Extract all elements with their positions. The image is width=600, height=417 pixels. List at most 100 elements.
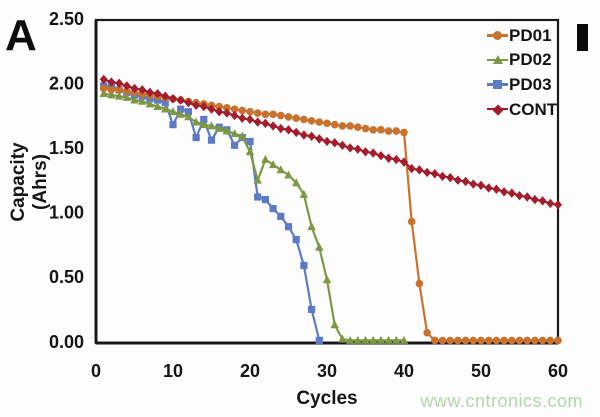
pd01-marker	[330, 120, 339, 129]
x-tick-label: 0	[91, 361, 101, 381]
x-tick-label: 50	[471, 361, 491, 381]
pd01-marker	[323, 119, 331, 128]
cont-marker	[299, 130, 308, 140]
pd02-marker	[392, 335, 401, 344]
pd02-marker	[261, 154, 270, 163]
pd01-marker	[284, 113, 293, 121]
pd01-marker	[461, 336, 470, 345]
pd02-marker	[338, 334, 347, 343]
pd02-marker	[168, 107, 178, 116]
pd02-marker	[384, 335, 393, 344]
pd01-marker	[400, 128, 408, 137]
pd01-marker	[377, 126, 385, 134]
pd02-triangle-marker-icon	[487, 54, 508, 66]
cont-marker	[246, 114, 254, 125]
cont-marker	[507, 188, 516, 198]
pd01-marker	[292, 114, 301, 122]
cont-marker	[153, 88, 162, 99]
pd03-marker	[261, 195, 269, 204]
cont-marker	[215, 107, 224, 117]
pd02-marker	[361, 335, 370, 344]
pd01-marker	[107, 85, 116, 94]
legend-label: PD03	[509, 74, 552, 94]
pd01-marker	[384, 127, 393, 135]
cont-marker	[330, 138, 339, 148]
pd01-marker	[500, 336, 508, 345]
pd03-marker	[177, 105, 185, 113]
pd01-marker	[115, 85, 123, 94]
pd01-marker	[392, 127, 401, 135]
panel-label-a: A	[5, 11, 37, 60]
x-tick-label: 40	[394, 361, 414, 381]
cont-marker	[307, 131, 316, 141]
pd02-marker	[138, 96, 147, 105]
cont-marker	[222, 108, 231, 118]
pd03-marker	[284, 223, 293, 231]
cont-marker	[538, 196, 547, 206]
cont-marker	[492, 184, 501, 194]
cont-marker	[415, 165, 424, 175]
pd01-marker	[277, 111, 285, 120]
x-tick-label: 30	[317, 361, 337, 381]
pd02-marker	[292, 178, 301, 187]
pd02-marker	[238, 131, 247, 140]
y-tick-label: 1.00	[49, 203, 84, 223]
cont-marker	[161, 91, 170, 101]
pd02-marker	[322, 275, 332, 284]
pd01-marker	[315, 118, 324, 126]
cont-marker	[361, 147, 370, 157]
cont-marker	[122, 81, 131, 91]
pd03-marker	[169, 121, 177, 129]
cont-marker	[500, 187, 509, 197]
x-axis-title: Cycles	[296, 388, 358, 409]
pd01-marker	[215, 102, 223, 111]
cont-marker	[407, 163, 416, 174]
pd03-marker	[269, 205, 277, 213]
cont-marker	[338, 140, 347, 151]
pd02-marker	[130, 95, 139, 104]
cont-marker	[130, 83, 139, 94]
pd01-marker	[454, 336, 462, 345]
pd03-marker	[315, 336, 323, 345]
cont-marker	[461, 176, 470, 187]
legend-item-pd03: PD03	[487, 72, 557, 97]
pd01-marker	[223, 104, 231, 112]
cont-marker	[176, 95, 185, 105]
pd03-marker	[300, 261, 308, 270]
pd01-marker	[123, 87, 131, 95]
pd03-marker	[292, 236, 300, 244]
cont-marker	[546, 198, 555, 209]
pd02-marker	[145, 99, 155, 108]
cont-marker	[369, 148, 378, 158]
pd02-marker	[191, 117, 201, 126]
pd03-marker	[154, 96, 162, 104]
pd02-marker	[153, 101, 162, 110]
cont-marker	[423, 167, 432, 178]
x-tick-label: 20	[240, 361, 260, 381]
cont-marker	[515, 191, 524, 201]
pd01-marker	[99, 84, 108, 93]
pd02-marker	[299, 189, 309, 198]
legend-label: PD01	[509, 25, 552, 45]
pd01-marker	[369, 126, 378, 134]
pd01-marker	[338, 122, 347, 130]
pd01-circle-marker-icon	[487, 29, 508, 41]
cont-marker	[484, 183, 493, 193]
pd03-marker	[184, 108, 192, 116]
pd02-marker	[307, 222, 316, 231]
cont-marker	[530, 194, 539, 205]
pd01-marker	[523, 336, 531, 345]
cont-marker	[253, 117, 262, 127]
y-tick-label: 2.50	[49, 9, 84, 29]
cont-marker	[284, 125, 293, 135]
pd01-marker	[477, 336, 485, 345]
cont-marker	[99, 74, 108, 85]
cont-marker	[261, 118, 270, 129]
cont-marker	[446, 172, 455, 183]
pd01-marker	[546, 336, 555, 345]
pd02-marker	[315, 242, 324, 251]
pd02-marker	[199, 120, 208, 129]
cont-marker	[276, 123, 285, 134]
pd02-marker	[222, 126, 232, 135]
